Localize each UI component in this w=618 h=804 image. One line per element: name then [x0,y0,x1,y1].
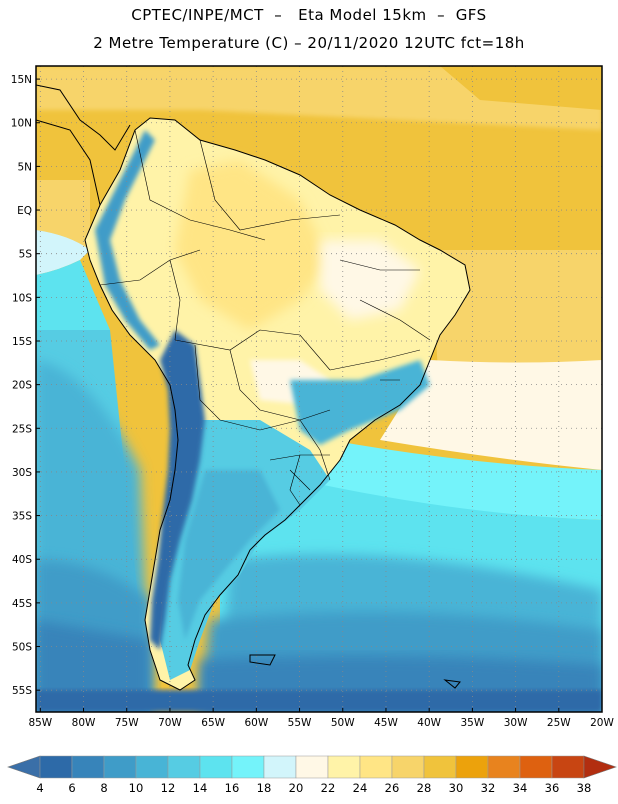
longitude-axis: 85W 80W 75W 70W 65W 60W 55W 50W 45W 40W 35W 30W 25W 2… [28,708,614,729]
map-title: CPTEC/INPE/MCT – Eta Model 15km – GFS [131,6,487,24]
lon-tick-label: 20W [590,717,614,729]
lat-tick-label: 35S [12,511,32,523]
lon-tick-label: 55W [288,717,312,729]
lon-tick-label: 80W [72,717,96,729]
colorbar-label: 6 [68,781,75,795]
colorbar-label: 32 [481,781,496,795]
lon-tick-label: 50W [331,717,355,729]
colorbar-box [391,755,425,779]
colorbar-box [71,755,105,779]
lon-tick-label: 30W [504,717,528,729]
colorbar-label: 8 [100,781,107,795]
colorbar-box [199,755,233,779]
map-subtitle: 2 Metre Temperature (C) – 20/11/2020 12U… [93,34,525,52]
colorbar-box [551,755,585,779]
colorbar-box [295,755,329,779]
colorbar-box [327,755,361,779]
lat-tick-label: 5S [19,249,33,261]
colorbar-label: 36 [545,781,560,795]
colorbar-label: 10 [129,781,144,795]
lat-tick-label: 20S [12,380,32,392]
colorbar-max-arrow [583,755,617,779]
colorbar-label: 20 [289,781,304,795]
lon-tick-label: 75W [115,717,139,729]
colorbar-box [423,755,457,779]
lat-tick-label: 30S [12,467,32,479]
colorbar-box [263,755,297,779]
lat-tick-label: 10S [12,292,32,304]
country-borders [99,129,431,506]
colorbar-box [359,755,393,779]
lat-tick-label: EQ [17,205,32,217]
lat-tick-label: 15N [11,74,32,86]
colorbar-min-arrow [7,755,41,779]
colorbar-box [135,755,169,779]
lat-tick-label: 45S [12,598,32,610]
colorbar-label: 16 [225,781,240,795]
lat-tick-label: 25S [12,423,32,435]
colorbar-label: 12 [161,781,176,795]
colorbar-box [39,755,73,779]
colorbar-label: 18 [257,781,272,795]
colorbar-box [231,755,265,779]
colorbar-label: 28 [417,781,432,795]
lat-tick-label: 40S [12,554,32,566]
lon-tick-label: 45W [374,717,398,729]
lat-tick-label: 5N [17,161,32,173]
colorbar-box [103,755,137,779]
lon-tick-label: 40W [417,717,441,729]
latitude-axis: 15N 10N 5N EQ 5S 10S 15S 20S 25S 30S 35S 40S 45S 50S 5… [11,74,40,697]
lat-tick-label: 15S [12,336,32,348]
colorbar-label: 4 [36,781,43,795]
colorbar-box [487,755,521,779]
lon-tick-label: 35W [461,717,485,729]
lon-tick-label: 65W [201,717,225,729]
colorbar-label: 34 [513,781,528,795]
lat-tick-label: 55S [12,685,32,697]
temperature-field [36,66,602,712]
colorbar-label: 14 [193,781,208,795]
lat-tick-label: 10N [11,118,32,130]
colorbar-box [519,755,553,779]
lon-tick-label: 25W [547,717,571,729]
coastlines [36,84,471,691]
colorbar-box [455,755,489,779]
lon-tick-label: 70W [158,717,182,729]
lat-tick-label: 50S [12,642,32,654]
colorbar-label: 38 [577,781,592,795]
lon-tick-label: 60W [244,717,268,729]
colorbar-label: 30 [449,781,464,795]
colorbar: 4 6 8 10 12 14 16 18 20 22 24 26 28 30 32 34 36 38 [7,755,617,795]
colorbar-label: 26 [385,781,400,795]
colorbar-label: 22 [321,781,336,795]
map-frame [35,65,603,713]
colorbar-box [167,755,201,779]
colorbar-label: 24 [353,781,368,795]
lon-tick-label: 85W [28,717,52,729]
